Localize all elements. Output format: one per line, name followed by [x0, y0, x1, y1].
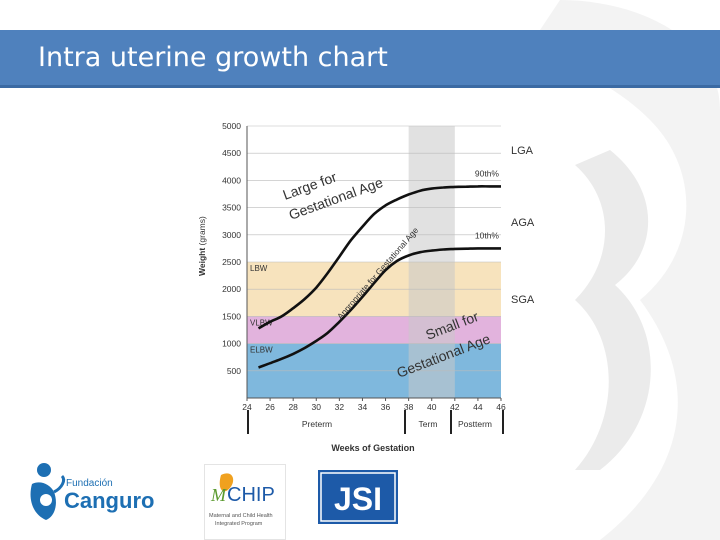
y-tick-label: 4000	[222, 175, 241, 185]
y-tick-label: 5000	[222, 121, 241, 131]
x-tick-label: 30	[312, 402, 322, 412]
x-tick-labels: 24 26 28 30 32 34 36 38 40 42 44 46	[242, 398, 506, 412]
canguro-big-text: Canguro	[64, 488, 154, 513]
x-tick-label: 28	[288, 402, 298, 412]
right-label-aga: AGA	[511, 217, 535, 229]
mchip-logo: M CHIP Maternal and Child Health Integra…	[204, 464, 286, 540]
right-label-lga: LGA	[511, 145, 534, 157]
band-label-elbw: ELBW	[250, 346, 273, 355]
x-tick-label: 36	[381, 402, 391, 412]
y-axis-label: Weight (grams)	[197, 216, 207, 276]
x-axis-label: Weeks of Gestation	[331, 443, 414, 453]
slide-title: Intra uterine growth chart	[38, 42, 388, 73]
x-tick-label: 32	[335, 402, 345, 412]
title-bar	[0, 30, 720, 88]
x-tick-label: 44	[473, 402, 483, 412]
mchip-line1: Maternal and Child Health	[209, 513, 273, 519]
mchip-line2: Integrated Program	[215, 521, 263, 527]
curve-90th-percentile	[257, 185, 501, 330]
mchip-initial: M	[210, 485, 227, 505]
y-tick-label: 1000	[222, 339, 241, 349]
band-label-lbw: LBW	[250, 264, 268, 273]
right-label-sga: SGA	[511, 294, 535, 306]
x-tick-label: 24	[242, 402, 252, 412]
mchip-leaf-icon	[219, 473, 234, 492]
kangaroo-mother-icon: Fundación Canguro	[30, 463, 154, 520]
y-tick-label: 2000	[222, 284, 241, 294]
y-tick-label: 3500	[222, 203, 241, 213]
canguro-small-text: Fundación	[66, 478, 113, 489]
y-tick-labels: 500 1000 1500 2000 2500 3000 3500 4000 4500 5000	[222, 121, 241, 376]
curve-label-90th: 90th%	[475, 168, 500, 178]
curve-10th-percentile	[258, 247, 501, 369]
x-tick-label: 42	[450, 402, 460, 412]
y-tick-label: 3000	[222, 230, 241, 240]
y-tick-label: 4500	[222, 148, 241, 158]
period-preterm: Preterm	[302, 419, 332, 429]
fundacion-canguro-logo: Fundación Canguro	[26, 458, 176, 526]
vlbw-band	[247, 316, 501, 344]
jsi-logo: JSI	[318, 470, 398, 524]
jsi-logo-text: JSI	[334, 481, 382, 517]
y-tick-label: 2500	[222, 257, 241, 267]
period-postterm: Postterm	[458, 419, 492, 429]
band-label-vlbw: VLBW	[250, 318, 273, 327]
period-term: Term	[419, 419, 438, 429]
x-tick-label: 38	[404, 402, 414, 412]
mchip-name: CHIP	[227, 484, 275, 506]
x-tick-label: 26	[265, 402, 275, 412]
curve-label-10th: 10th%	[475, 230, 500, 240]
y-tick-label: 500	[227, 366, 241, 376]
gridlines	[247, 125, 501, 372]
period-brackets	[247, 410, 504, 434]
x-tick-label: 46	[496, 402, 506, 412]
growth-chart-svg: LBW VLBW ELBW 90th% 10th% Large for Gest…	[197, 121, 535, 453]
x-tick-label: 40	[427, 402, 437, 412]
x-tick-label: 34	[358, 402, 368, 412]
y-tick-label: 1500	[222, 311, 241, 321]
growth-chart: LBW VLBW ELBW 90th% 10th% Large for Gest…	[175, 108, 558, 464]
